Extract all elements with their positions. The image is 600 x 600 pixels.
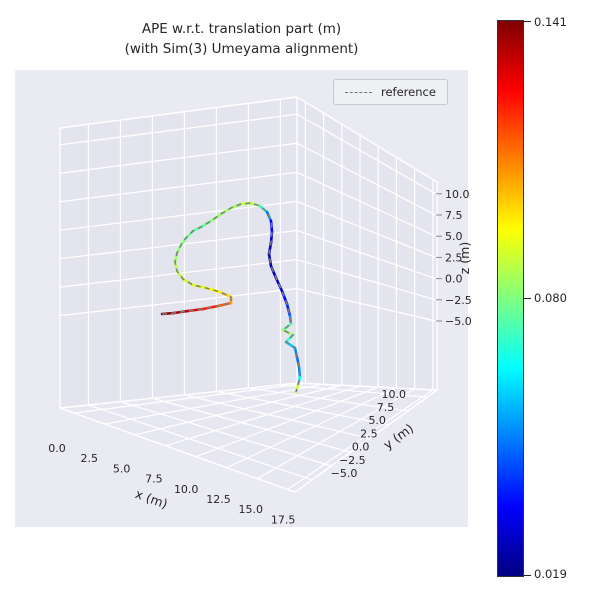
grid-line <box>287 389 434 490</box>
tick-label: 12.5 <box>206 493 231 506</box>
tick-label: 5.0 <box>368 414 386 427</box>
grid-line <box>88 404 313 481</box>
grid-line <box>280 384 428 398</box>
reference-dashed-line-sample <box>345 91 372 93</box>
grid-line <box>226 387 397 469</box>
grid-line <box>296 288 438 322</box>
tick-label: 7.5 <box>377 401 395 414</box>
grid-line <box>59 382 298 409</box>
grid-line <box>120 401 332 467</box>
colorbar-label-min: 0.019 <box>534 567 567 581</box>
grid-line <box>135 384 342 436</box>
grid-line <box>104 383 324 425</box>
tick-label: 2.5 <box>360 427 378 440</box>
grid-line <box>296 171 438 238</box>
tick-label: 7.5 <box>145 473 163 486</box>
grid-line <box>296 200 438 259</box>
grid-line <box>165 385 361 447</box>
tick-label: 5.0 <box>113 462 131 475</box>
tick-label: 0.0 <box>352 441 370 454</box>
tick-label: 10.0 <box>382 388 407 401</box>
reference-trajectory <box>161 202 301 393</box>
grid-line <box>248 387 408 412</box>
tick-label: 0.0 <box>48 442 66 455</box>
grid-line <box>216 390 389 426</box>
tick-label: 10.0 <box>445 188 470 201</box>
plot-title: APE w.r.t. translation part (m) (with Si… <box>0 20 483 59</box>
colorbar-tick-min <box>524 574 531 577</box>
colorbar-label-mid: 0.080 <box>534 291 567 305</box>
grid-line <box>59 142 298 174</box>
tick-label: −2.5 <box>339 454 366 467</box>
plot-title-line1: APE w.r.t. translation part (m) <box>141 21 342 37</box>
grid-line <box>59 113 298 146</box>
tick-label: −5.0 <box>445 315 472 328</box>
colorbar-tick-max <box>524 20 531 23</box>
tick-label: −5.0 <box>331 467 358 480</box>
grid-line <box>257 388 415 480</box>
tick-label: 17.5 <box>271 513 296 526</box>
grid-line <box>184 394 370 440</box>
grid-line <box>74 382 306 414</box>
colorbar-label-max: 0.141 <box>534 15 567 29</box>
grid-line <box>59 171 298 203</box>
grid-line <box>196 386 379 458</box>
z-axis-label: z (m) <box>457 242 472 274</box>
tick-label: 7.5 <box>445 209 463 222</box>
grid-line <box>59 96 298 129</box>
grid-line <box>59 288 298 317</box>
tick-label: 10.0 <box>174 483 199 496</box>
grid-line <box>152 397 351 453</box>
tick-label: 0.0 <box>445 273 463 286</box>
colorbar-tick-mid <box>524 297 531 300</box>
grid-line <box>296 382 438 391</box>
tick-label: 2.5 <box>81 452 99 465</box>
grid-line <box>59 229 298 260</box>
grid-line <box>296 113 438 196</box>
grid-line <box>294 389 438 493</box>
grid-line <box>296 142 438 217</box>
grid-line <box>296 258 438 301</box>
pane-floor <box>60 383 437 492</box>
colorbar <box>497 20 524 577</box>
tick-label: 2.5 <box>445 251 463 264</box>
grid-line <box>59 407 296 493</box>
legend: reference <box>333 79 448 105</box>
legend-label: reference <box>381 85 436 99</box>
plot-title-line2: (with Sim(3) Umeyama alignment) <box>124 40 359 57</box>
pane-right <box>297 97 437 390</box>
grid-line <box>296 96 438 183</box>
tick-label: −2.5 <box>445 294 472 307</box>
grid-line <box>296 229 438 280</box>
tick-label: 15.0 <box>239 503 264 516</box>
tick-label: 5.0 <box>445 230 463 243</box>
